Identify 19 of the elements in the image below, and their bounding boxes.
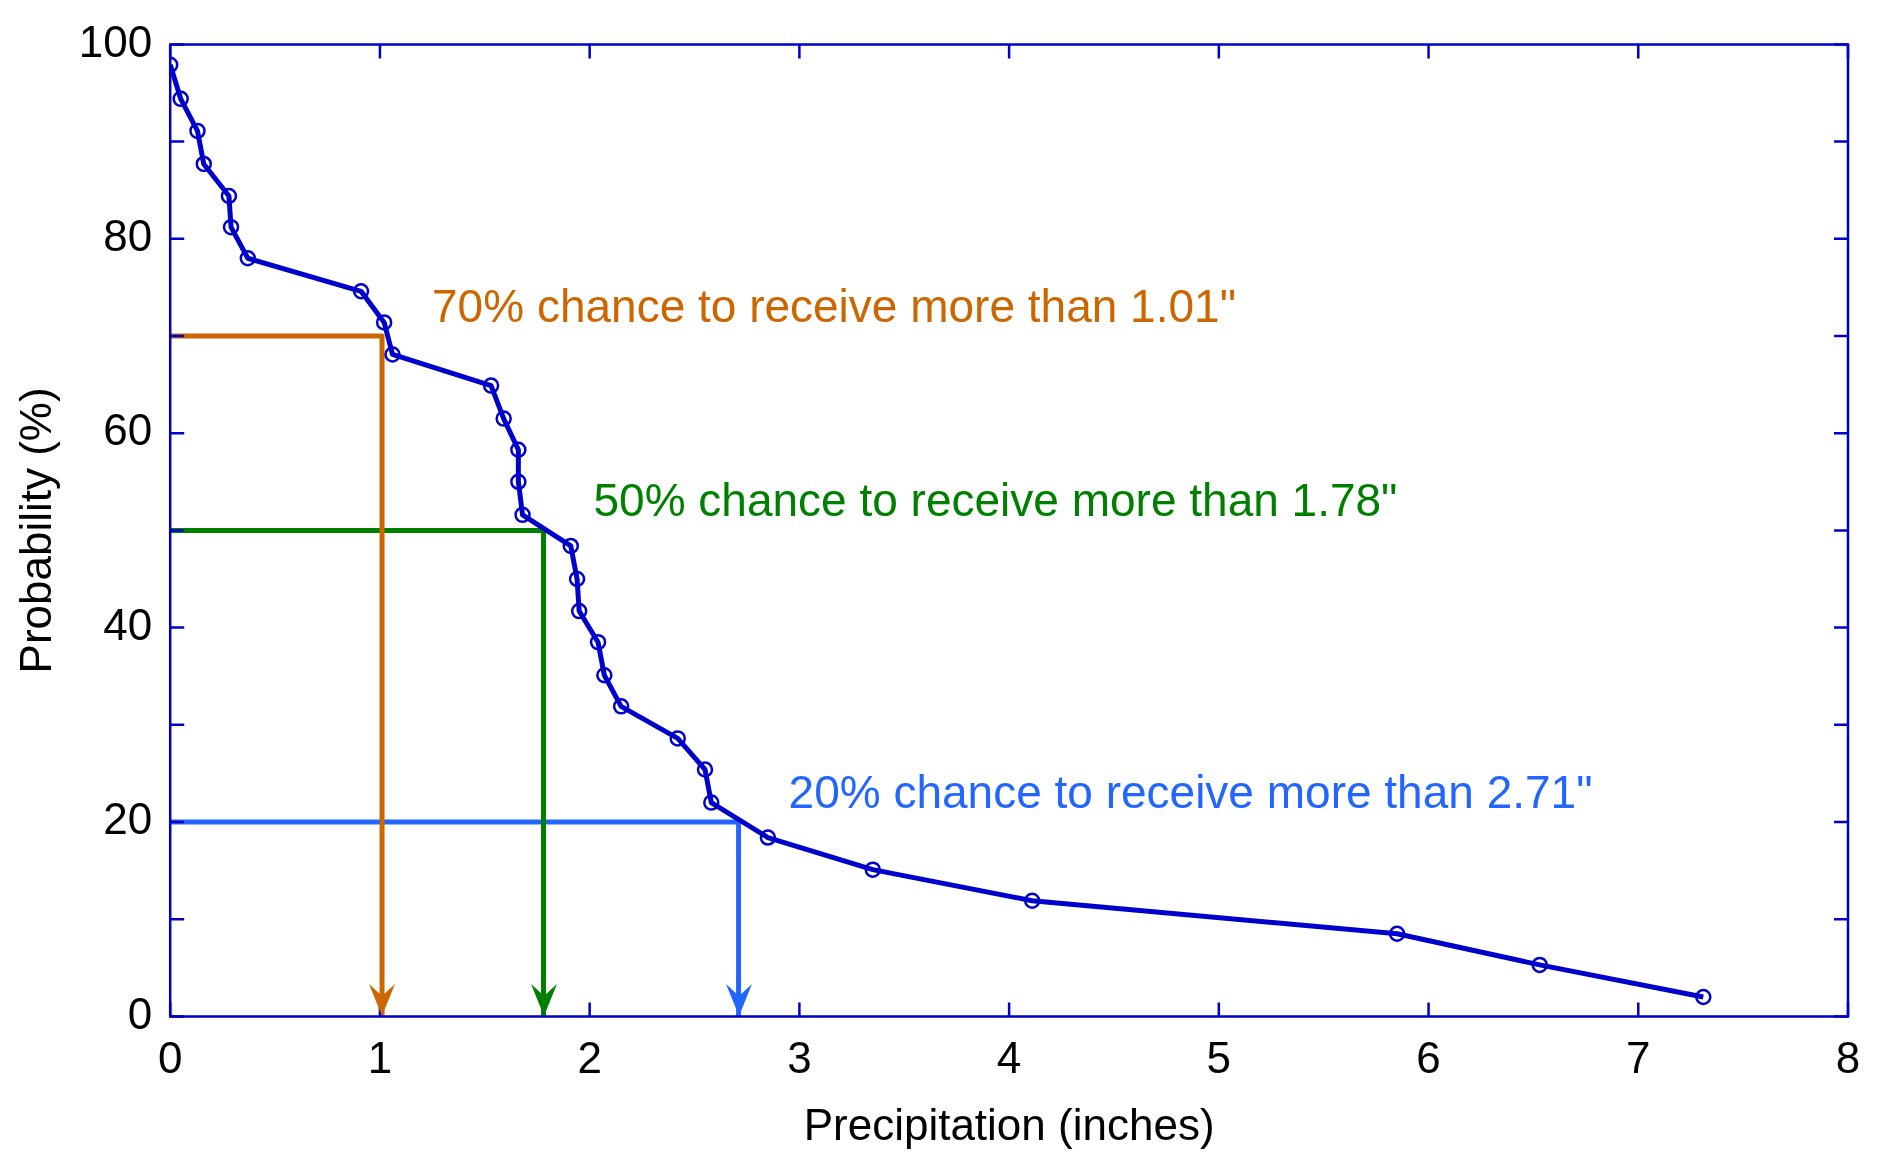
- annotation: 70% chance to receive more than 1.01": [432, 279, 1236, 332]
- x-tick-label: 1: [367, 1032, 393, 1082]
- x-tick-label: 2: [577, 1032, 602, 1082]
- y-tick-label: 40: [103, 599, 153, 649]
- x-tick-label: 5: [1206, 1032, 1232, 1082]
- y-tick-label: 20: [103, 794, 153, 844]
- x-tick-label: 7: [1626, 1032, 1651, 1082]
- y-tick-label: 60: [103, 405, 153, 455]
- y-tick-label: 80: [103, 210, 153, 260]
- x-axis-title: Precipitation (inches): [803, 1099, 1215, 1149]
- annotation: 50% chance to receive more than 1.78": [593, 474, 1398, 527]
- x-tick-label: 6: [1416, 1032, 1441, 1082]
- x-tick-label: 4: [996, 1032, 1022, 1082]
- x-tick-label: 8: [1835, 1032, 1861, 1082]
- y-tick-label: 0: [127, 988, 153, 1038]
- annotation: 20% chance to receive more than 2.71": [788, 765, 1593, 818]
- x-tick-label: 3: [787, 1032, 812, 1082]
- y-axis-title: Probability (%): [10, 387, 60, 674]
- y-tick-label: 100: [78, 16, 153, 66]
